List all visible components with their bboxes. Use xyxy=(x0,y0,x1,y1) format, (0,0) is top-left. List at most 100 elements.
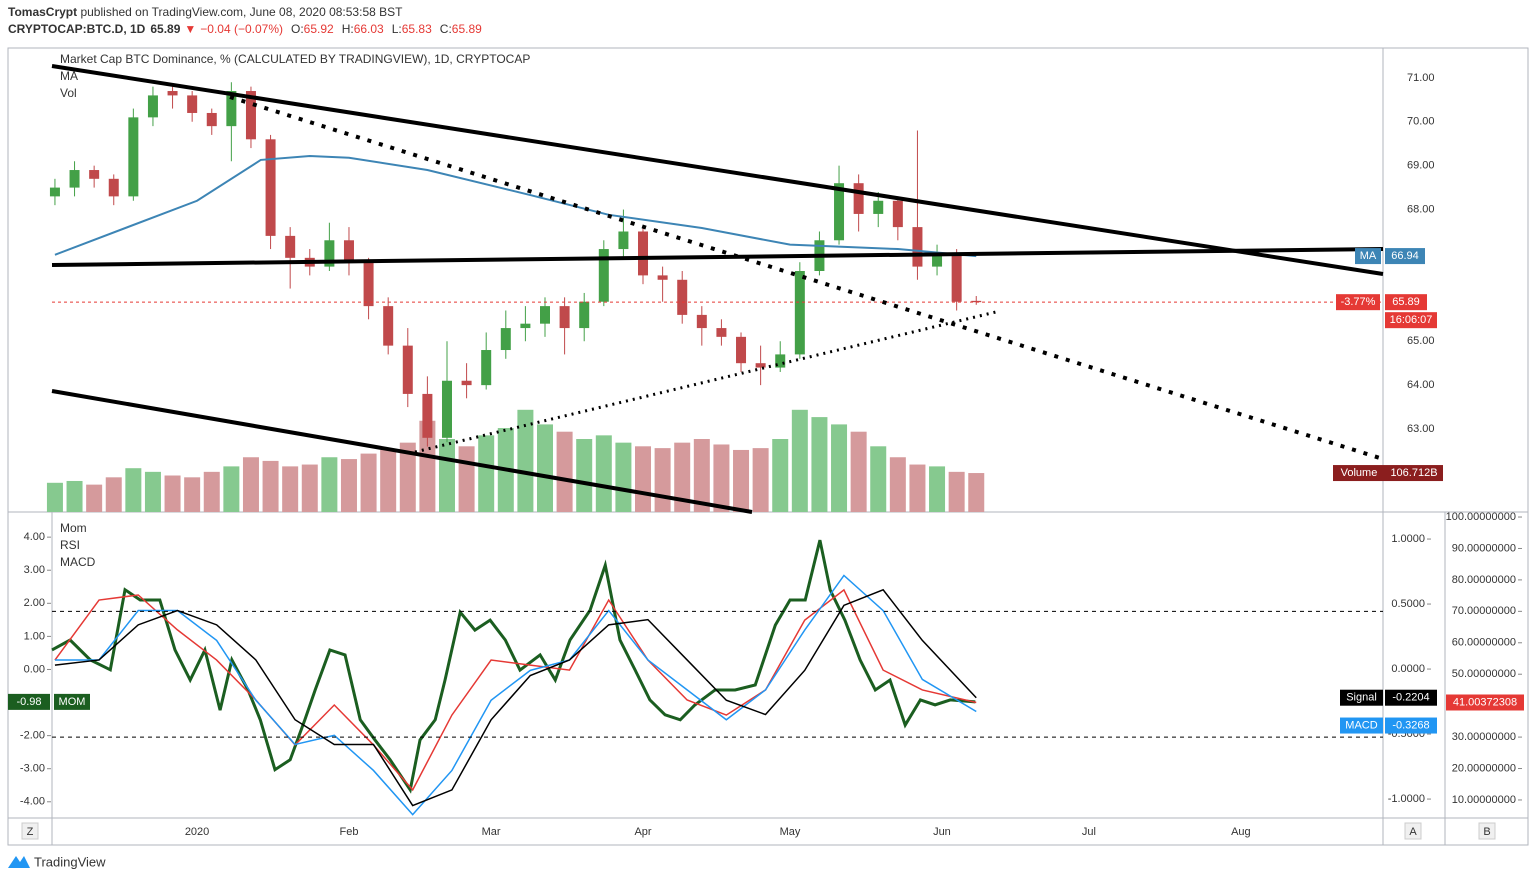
legend-macd: MACD xyxy=(60,555,96,569)
button[interactable] xyxy=(1478,822,1496,840)
rsi-tick-label: 10.00000000 xyxy=(1452,794,1516,806)
candle-body xyxy=(971,300,982,303)
volume-bar xyxy=(86,484,103,512)
y-tick-label: 70.00 xyxy=(1407,116,1435,128)
mom-tick-label: -3.00 xyxy=(20,763,45,775)
y-tick-label: 68.00 xyxy=(1407,203,1435,215)
mom-tick-label: 0.00 xyxy=(24,663,45,675)
volume-bar xyxy=(889,457,906,512)
volume-bar xyxy=(713,444,730,512)
candle-body xyxy=(853,183,864,214)
volume-bar xyxy=(242,457,259,512)
ma-line xyxy=(54,154,977,258)
candle-body xyxy=(520,323,531,329)
legend-ma: MA xyxy=(60,69,78,83)
auto-button[interactable]: A xyxy=(1409,826,1417,838)
volume-bar xyxy=(380,449,397,512)
rsi-tick-label: 90.00000000 xyxy=(1452,542,1516,554)
countdown: 16:06:07 xyxy=(1390,314,1433,326)
candle-body xyxy=(598,249,609,302)
legend-mom: Mom xyxy=(60,521,87,535)
ohlc-value: 65.83 xyxy=(402,22,432,36)
volume-bar xyxy=(733,449,750,512)
volume-bar xyxy=(968,473,985,512)
b-button[interactable]: B xyxy=(1483,826,1490,838)
macd-value-box xyxy=(1385,717,1437,734)
ohlc-value: 66.03 xyxy=(354,22,384,36)
volume-bar xyxy=(811,417,828,512)
trend-line xyxy=(51,389,753,514)
symbol: CRYPTOCAP:BTC.D, 1D xyxy=(8,22,146,36)
mom-tick-label: -4.00 xyxy=(20,796,45,808)
legend-rsi: RSI xyxy=(60,538,80,552)
author: TomasCrypt xyxy=(8,5,77,19)
zoom-button[interactable]: Z xyxy=(27,826,34,838)
button[interactable] xyxy=(1404,822,1422,840)
candle-body xyxy=(89,170,100,179)
ohlc-value: 65.89 xyxy=(452,22,482,36)
mom-tick-label: 2.00 xyxy=(24,597,45,609)
volume-bar xyxy=(556,431,573,512)
candle-body xyxy=(481,350,492,386)
volume-bar xyxy=(850,431,867,512)
candle-body xyxy=(69,170,80,188)
volume-bar xyxy=(870,446,887,512)
candle-body xyxy=(128,117,139,197)
ma-tag: MA xyxy=(1360,250,1377,262)
rsi-tick-label: 50.00000000 xyxy=(1452,668,1516,680)
macd-tag-box xyxy=(1340,717,1383,734)
volume-bar xyxy=(203,471,220,512)
signal-value: -0.2204 xyxy=(1392,692,1429,704)
ohlc-key: H: xyxy=(342,22,354,36)
volume-value: 106.712B xyxy=(1390,467,1437,479)
rsi-tick-label: 60.00000000 xyxy=(1452,637,1516,649)
candle-body xyxy=(461,380,472,386)
frame xyxy=(7,47,1529,846)
button[interactable] xyxy=(21,822,39,840)
y-tick-label: 71.00 xyxy=(1407,72,1435,84)
volume-bar xyxy=(125,468,142,512)
candle-body xyxy=(245,91,256,140)
countdown-box xyxy=(1385,312,1437,329)
indicator-line xyxy=(54,588,977,807)
candle-body xyxy=(402,345,413,394)
publish-line: TomasCrypt published on TradingView.com,… xyxy=(8,5,403,19)
candle-body xyxy=(677,279,688,315)
volume-bar xyxy=(693,439,710,512)
change: −0.04 (−0.07%) xyxy=(200,22,283,36)
candle-body xyxy=(539,306,550,324)
last: 65.89 xyxy=(150,22,180,36)
mom-value: -0.98 xyxy=(16,696,41,708)
candle-body xyxy=(343,240,354,263)
macd-tick-label: 0.5000 xyxy=(1391,598,1425,610)
volume-bar xyxy=(66,480,83,512)
volume-bar xyxy=(478,435,495,512)
volume-bar xyxy=(46,482,63,512)
candle-body xyxy=(422,393,433,438)
ohlc-key: L: xyxy=(392,22,402,36)
x-tick-label: Jul xyxy=(1082,826,1096,838)
volume-bar xyxy=(674,442,691,512)
rsi-value-box xyxy=(1446,694,1524,711)
candle-body xyxy=(951,253,962,302)
candle-body xyxy=(108,178,119,197)
volume-bar xyxy=(223,466,240,512)
volume-tag-box xyxy=(1333,465,1385,482)
mom-tick-label: 1.00 xyxy=(24,630,45,642)
candle-body xyxy=(383,306,394,346)
x-tick-label: Aug xyxy=(1231,826,1251,838)
candle-body xyxy=(775,354,786,368)
volume-bar xyxy=(929,466,946,512)
ma-tag-box xyxy=(1355,248,1381,265)
published: published on TradingView.com, June 08, 2… xyxy=(77,5,403,19)
change-tag-box xyxy=(1336,294,1380,311)
candle-body xyxy=(324,240,335,267)
rsi-value: 41.00372308 xyxy=(1453,696,1517,708)
volume-bar xyxy=(340,459,357,512)
mom-tag-box xyxy=(54,693,90,710)
volume-bar xyxy=(615,442,632,512)
pane-title: Market Cap BTC Dominance, % (CALCULATED … xyxy=(60,52,530,66)
candle-body xyxy=(265,139,276,236)
mom-tick-label: 3.00 xyxy=(24,564,45,576)
legend-vol: Vol xyxy=(60,86,77,100)
